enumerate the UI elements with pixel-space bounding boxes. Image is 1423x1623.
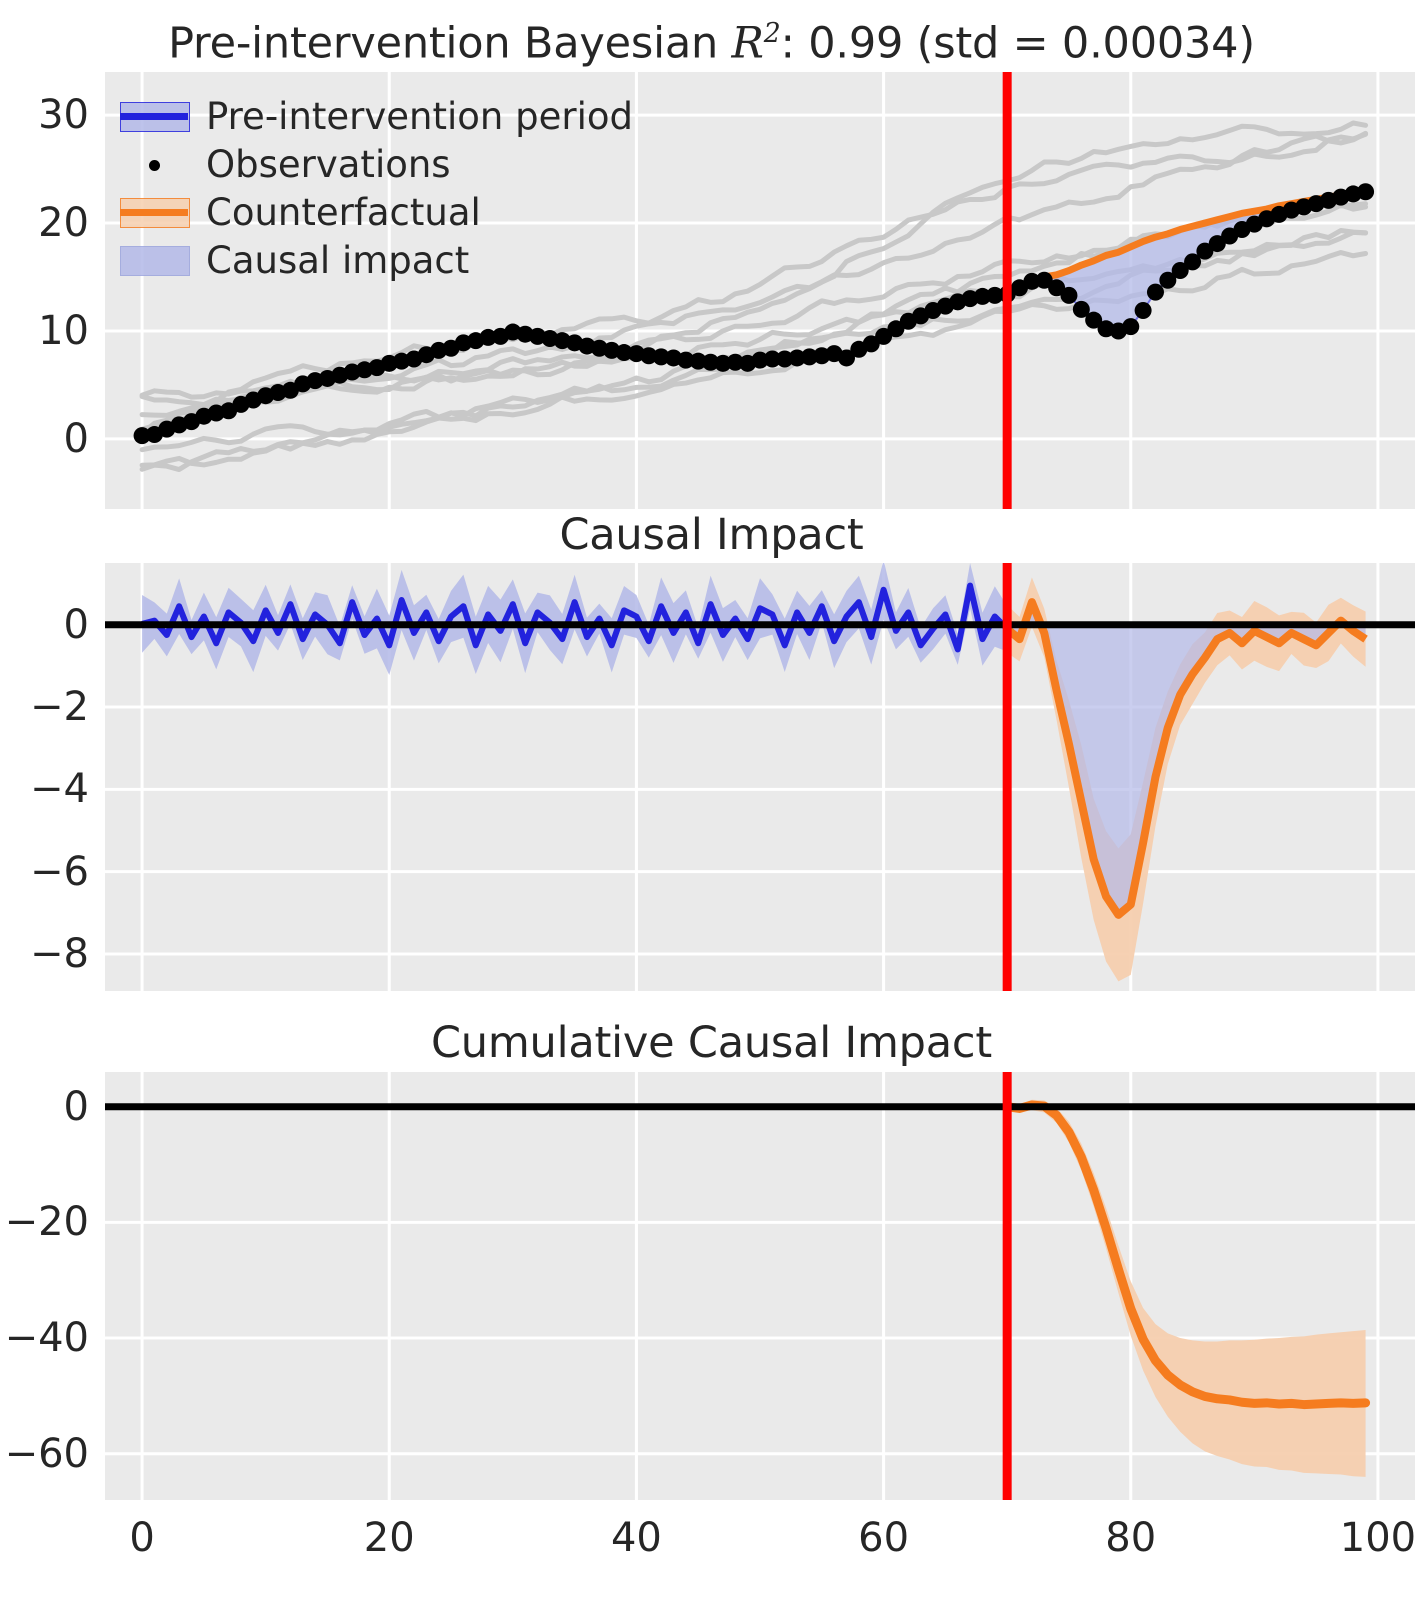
x-tick: 80 (1105, 1515, 1157, 1561)
legend-label: Pre-intervention period (206, 94, 633, 138)
panel-3-y-tick: 0 (63, 1083, 89, 1130)
legend-item-pre-intervention-period: Pre-intervention period (118, 92, 638, 140)
legend-line-icon (120, 113, 188, 120)
legend-swatch-icon (118, 96, 190, 136)
legend-item-counterfactual: Counterfactual (118, 188, 638, 236)
legend-line-icon (120, 209, 188, 216)
panel-3-y-tick: −20 (4, 1199, 89, 1246)
panel-1-title: Pre-intervention Bayesian R2: 0.99 (std … (168, 18, 1255, 69)
legend: Pre-intervention period Observations Count… (118, 92, 638, 284)
panel-2-y-tick: −4 (30, 766, 89, 813)
panel-2-y-tick: −8 (30, 930, 89, 977)
legend-label: Observations (206, 142, 451, 186)
panel-2-y-tick: 0 (63, 601, 89, 648)
panel-3-plot-area (105, 1072, 1415, 1500)
legend-item-causal-impact: Causal impact (118, 236, 638, 284)
legend-swatch-icon (118, 144, 190, 184)
panel-3-title: Cumulative Causal Impact (430, 1018, 992, 1068)
x-tick: 20 (363, 1515, 415, 1561)
legend-dot-icon (149, 160, 160, 171)
x-tick: 60 (858, 1515, 910, 1561)
legend-swatch-icon (118, 192, 190, 232)
panel-2-plot-area (105, 563, 1415, 991)
panel-2-y-tick: −6 (30, 848, 89, 895)
legend-band-icon (120, 246, 190, 276)
x-tick: 40 (610, 1515, 662, 1561)
legend-item-observations: Observations (118, 140, 638, 188)
legend-label: Counterfactual (206, 190, 481, 234)
panel-3-y-tick: −40 (4, 1315, 89, 1362)
panel-3-y-tick: −60 (4, 1430, 89, 1477)
panel-1-y-tick: 30 (38, 92, 89, 139)
panel-1-y-tick: 20 (38, 200, 89, 247)
panel-1-y-tick: 0 (63, 415, 89, 462)
legend-swatch-icon (118, 240, 190, 280)
x-tick: 0 (129, 1515, 155, 1561)
panel-1-plot-area (105, 72, 1415, 509)
x-tick: 100 (1339, 1515, 1417, 1561)
legend-label: Causal impact (206, 238, 470, 282)
panel-2-title: Causal Impact (559, 510, 864, 560)
panel-1-y-tick: 10 (38, 307, 89, 354)
panel-2-y-tick: −2 (30, 684, 89, 731)
